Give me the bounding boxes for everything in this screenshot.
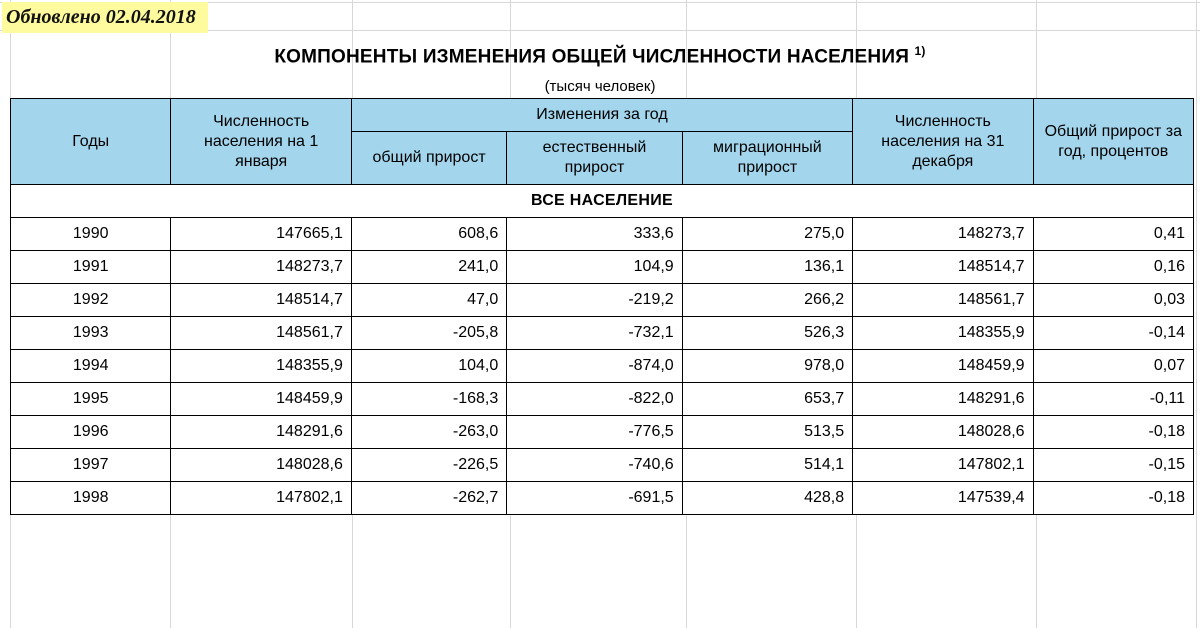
cell-natural: -732,1: [507, 317, 682, 350]
table-row: 1993148561,7-205,8-732,1526,3148355,9-0,…: [11, 317, 1194, 350]
cell-total: 104,0: [351, 350, 506, 383]
cell-total: -262,7: [351, 482, 506, 515]
cell-jan1: 148514,7: [171, 284, 351, 317]
cell-year: 1992: [11, 284, 171, 317]
cell-pct: -0,18: [1033, 482, 1193, 515]
cell-pct: 0,03: [1033, 284, 1193, 317]
cell-year: 1998: [11, 482, 171, 515]
cell-natural: 104,9: [507, 251, 682, 284]
spreadsheet-area: Обновлено 02.04.2018 КОМПОНЕНТЫ ИЗМЕНЕНИ…: [0, 0, 1200, 628]
cell-jan1: 148291,6: [171, 416, 351, 449]
cell-total: -168,3: [351, 383, 506, 416]
table-row: 1995148459,9-168,3-822,0653,7148291,6-0,…: [11, 383, 1194, 416]
title-footnote-marker: 1): [915, 44, 926, 58]
cell-natural: -691,5: [507, 482, 682, 515]
cell-natural: -776,5: [507, 416, 682, 449]
cell-dec31: 148028,6: [853, 416, 1033, 449]
table-body: ВСЕ НАСЕЛЕНИЕ 1990147665,1608,6333,6275,…: [11, 185, 1194, 515]
cell-migration: 978,0: [682, 350, 852, 383]
cell-year: 1993: [11, 317, 171, 350]
col-changes: Изменения за год: [351, 99, 852, 132]
col-pop-dec31: Численность населения на 31 декабря: [853, 99, 1033, 185]
cell-migration: 136,1: [682, 251, 852, 284]
cell-dec31: 148561,7: [853, 284, 1033, 317]
cell-migration: 514,1: [682, 449, 852, 482]
table-container: Годы Численность населения на 1 января И…: [10, 98, 1194, 515]
cell-dec31: 148291,6: [853, 383, 1033, 416]
cell-natural: -822,0: [507, 383, 682, 416]
cell-jan1: 148273,7: [171, 251, 351, 284]
cell-total: 47,0: [351, 284, 506, 317]
cell-jan1: 148459,9: [171, 383, 351, 416]
table-row: 1998147802,1-262,7-691,5428,8147539,4-0,…: [11, 482, 1194, 515]
page-title: КОМПОНЕНТЫ ИЗМЕНЕНИЯ ОБЩЕЙ ЧИСЛЕННОСТИ Н…: [0, 44, 1200, 68]
col-total-growth: общий прирост: [351, 132, 506, 185]
cell-total: 241,0: [351, 251, 506, 284]
col-years: Годы: [11, 99, 171, 185]
cell-dec31: 147539,4: [853, 482, 1033, 515]
updated-banner: Обновлено 02.04.2018: [2, 2, 208, 33]
cell-pct: -0,15: [1033, 449, 1193, 482]
table-header: Годы Численность населения на 1 января И…: [11, 99, 1194, 185]
cell-year: 1990: [11, 218, 171, 251]
cell-migration: 275,0: [682, 218, 852, 251]
cell-year: 1995: [11, 383, 171, 416]
cell-year: 1994: [11, 350, 171, 383]
table-row: 1997148028,6-226,5-740,6514,1147802,1-0,…: [11, 449, 1194, 482]
cell-natural: -219,2: [507, 284, 682, 317]
cell-year: 1996: [11, 416, 171, 449]
col-natural-growth: естественный прирост: [507, 132, 682, 185]
cell-migration: 513,5: [682, 416, 852, 449]
cell-jan1: 148561,7: [171, 317, 351, 350]
cell-pct: -0,11: [1033, 383, 1193, 416]
cell-dec31: 147802,1: [853, 449, 1033, 482]
cell-jan1: 147665,1: [171, 218, 351, 251]
cell-total: -226,5: [351, 449, 506, 482]
table-row: 1990147665,1608,6333,6275,0148273,70,41: [11, 218, 1194, 251]
cell-migration: 428,8: [682, 482, 852, 515]
cell-migration: 526,3: [682, 317, 852, 350]
cell-migration: 653,7: [682, 383, 852, 416]
cell-natural: 333,6: [507, 218, 682, 251]
section-row: ВСЕ НАСЕЛЕНИЕ: [11, 185, 1194, 218]
table-row: 1992148514,747,0-219,2266,2148561,70,03: [11, 284, 1194, 317]
cell-jan1: 148028,6: [171, 449, 351, 482]
cell-jan1: 147802,1: [171, 482, 351, 515]
cell-dec31: 148355,9: [853, 317, 1033, 350]
cell-total: -263,0: [351, 416, 506, 449]
cell-pct: 0,07: [1033, 350, 1193, 383]
cell-total: 608,6: [351, 218, 506, 251]
table-row: 1994148355,9104,0-874,0978,0148459,90,07: [11, 350, 1194, 383]
col-pct: Общий прирост за год, процентов: [1033, 99, 1193, 185]
table-row: 1991148273,7241,0104,9136,1148514,70,16: [11, 251, 1194, 284]
population-table: Годы Численность населения на 1 января И…: [10, 98, 1194, 515]
table-row: 1996148291,6-263,0-776,5513,5148028,6-0,…: [11, 416, 1194, 449]
cell-total: -205,8: [351, 317, 506, 350]
units-label: (тысяч человек): [0, 78, 1200, 95]
cell-dec31: 148273,7: [853, 218, 1033, 251]
cell-dec31: 148514,7: [853, 251, 1033, 284]
cell-pct: -0,14: [1033, 317, 1193, 350]
col-pop-jan1: Численность населения на 1 января: [171, 99, 351, 185]
section-label: ВСЕ НАСЕЛЕНИЕ: [11, 185, 1194, 218]
cell-natural: -740,6: [507, 449, 682, 482]
cell-year: 1997: [11, 449, 171, 482]
cell-year: 1991: [11, 251, 171, 284]
cell-pct: -0,18: [1033, 416, 1193, 449]
cell-pct: 0,41: [1033, 218, 1193, 251]
cell-dec31: 148459,9: [853, 350, 1033, 383]
cell-jan1: 148355,9: [171, 350, 351, 383]
cell-natural: -874,0: [507, 350, 682, 383]
title-text: КОМПОНЕНТЫ ИЗМЕНЕНИЯ ОБЩЕЙ ЧИСЛЕННОСТИ Н…: [274, 46, 914, 67]
cell-migration: 266,2: [682, 284, 852, 317]
cell-pct: 0,16: [1033, 251, 1193, 284]
col-migration-growth: миграционный прирост: [682, 132, 852, 185]
